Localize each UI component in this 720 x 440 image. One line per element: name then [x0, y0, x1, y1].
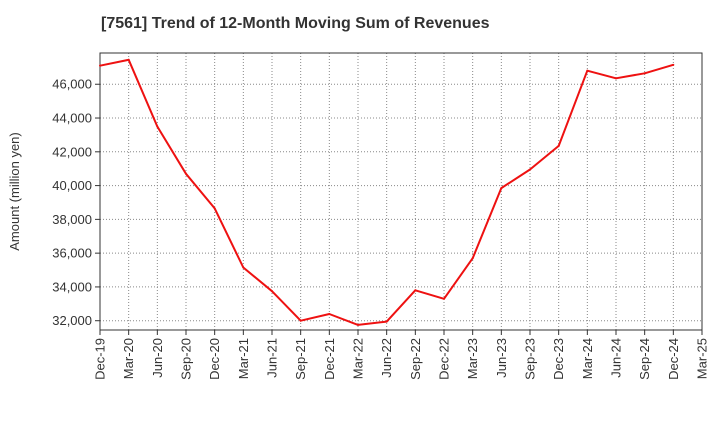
x-tick-label: Sep-21	[293, 338, 308, 380]
x-tick-label: Mar-25	[695, 338, 710, 379]
y-tick-label: 36,000	[52, 246, 92, 261]
y-tick-label: 44,000	[52, 111, 92, 126]
data-point	[328, 312, 331, 315]
x-tick-label: Dec-20	[207, 338, 222, 380]
data-point	[213, 207, 216, 210]
x-tick-label: Sep-24	[637, 338, 652, 380]
y-tick-label: 38,000	[52, 212, 92, 227]
y-axis-ticks: 32,000 34,000 36,000 38,000 40,000 42,000 44,0…	[52, 77, 100, 328]
x-axis-ticks: Dec-19 Mar-20 Jun-20 Sep-20 Dec-20 Mar-21 Jun-…	[93, 330, 710, 380]
data-point	[357, 323, 359, 326]
x-tick-label: Jun-23	[494, 338, 509, 378]
x-tick-label: Jun-21	[265, 338, 280, 378]
data-point	[586, 69, 589, 72]
series-layer	[99, 58, 675, 326]
data-point	[615, 77, 617, 80]
data-point	[99, 64, 101, 67]
data-point	[557, 144, 560, 147]
y-tick-label: 42,000	[52, 144, 92, 159]
data-point	[414, 289, 417, 292]
x-tick-label: Dec-23	[551, 338, 566, 380]
x-tick-label: Sep-23	[523, 338, 538, 380]
data-point	[242, 266, 245, 269]
data-point	[643, 72, 646, 75]
series-line	[99, 58, 674, 326]
x-tick-label: Mar-20	[121, 338, 136, 379]
data-point	[500, 187, 503, 190]
x-tick-label: Dec-24	[666, 338, 681, 380]
data-point	[156, 125, 159, 128]
x-tick-label: Mar-22	[351, 338, 366, 379]
y-tick-label: 34,000	[52, 279, 92, 294]
x-tick-label: Jun-20	[150, 338, 165, 378]
x-tick-label: Sep-20	[179, 338, 194, 380]
data-point	[385, 320, 388, 323]
x-tick-label: Jun-24	[609, 338, 624, 378]
x-tick-label: Sep-22	[408, 338, 423, 380]
data-point	[471, 257, 474, 260]
data-point	[672, 63, 675, 66]
data-point	[127, 58, 130, 61]
y-tick-label: 46,000	[52, 77, 92, 92]
x-tick-label: Mar-23	[465, 338, 480, 379]
x-tick-label: Mar-24	[580, 338, 595, 379]
data-point	[185, 172, 187, 175]
chart-title: [7561] Trend of 12-Month Moving Sum of R…	[101, 15, 490, 32]
data-point	[443, 297, 445, 300]
x-tick-label: Jun-22	[379, 338, 394, 378]
data-point	[299, 319, 302, 322]
y-axis-label: Amount (million yen)	[7, 132, 22, 251]
data-point	[529, 168, 531, 171]
plot-area-frame	[99, 52, 703, 331]
x-tick-label: Dec-21	[322, 338, 337, 380]
y-tick-label: 40,000	[52, 178, 92, 193]
x-tick-label: Dec-19	[93, 338, 108, 380]
data-point	[271, 290, 273, 293]
grid-lines	[99, 53, 703, 330]
x-tick-label: Mar-21	[236, 338, 251, 379]
x-tick-label: Dec-22	[437, 338, 452, 380]
y-tick-label: 32,000	[52, 313, 92, 328]
